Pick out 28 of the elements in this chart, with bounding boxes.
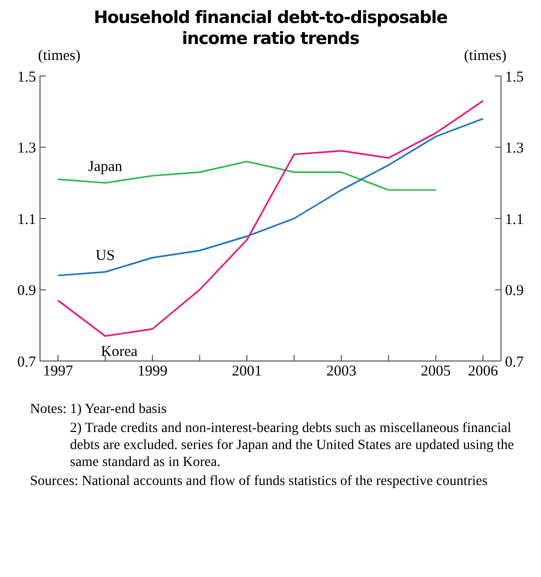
y-tick-label: 0.7 <box>17 354 36 370</box>
line-series <box>57 100 484 337</box>
x-tick-label: 2006 <box>468 364 498 380</box>
x-tick-label: 1999 <box>137 364 168 380</box>
y-tick-label: 1.3 <box>17 140 36 157</box>
chart-title: Household financial debt-to-disposable income ratio trends <box>94 8 448 49</box>
line-series <box>57 118 484 276</box>
y2-tick-label: 1.5 <box>505 69 524 86</box>
line-series <box>57 160 437 191</box>
y-tick-label: 1.5 <box>17 69 36 86</box>
x-tick-label: 2003 <box>326 364 356 380</box>
x-tick-label: 2001 <box>232 364 262 380</box>
y2-tick-label: 0.7 <box>505 354 524 370</box>
text: Notes: 1) Year-end basis <box>30 401 168 418</box>
text: 2) Trade credits and non-interest-bearing debts such as miscellaneous financial debts are excluded. series for Japan and the United States are updated using the same standard as in Korea. <box>69 420 515 471</box>
series-label: Korea <box>100 344 138 360</box>
y-tick-label: 1.1 <box>17 212 36 228</box>
y2-tick-label: 1.3 <box>505 140 524 157</box>
x-tick-label: 2005 <box>420 364 451 380</box>
series-label: Japan <box>88 158 123 175</box>
y2-axis-title: (times) <box>464 48 506 65</box>
y-axis-title: (times) <box>38 48 80 65</box>
x-tick-label: 1997 <box>43 364 74 380</box>
y-tick-label: 0.9 <box>17 283 36 300</box>
y2-tick-label: 1.1 <box>505 212 524 228</box>
y2-tick-label: 0.9 <box>505 283 524 300</box>
source-note: Sources: National accounts and flow of funds statistics of the respective countries <box>30 473 489 490</box>
series-label: US <box>96 248 115 264</box>
